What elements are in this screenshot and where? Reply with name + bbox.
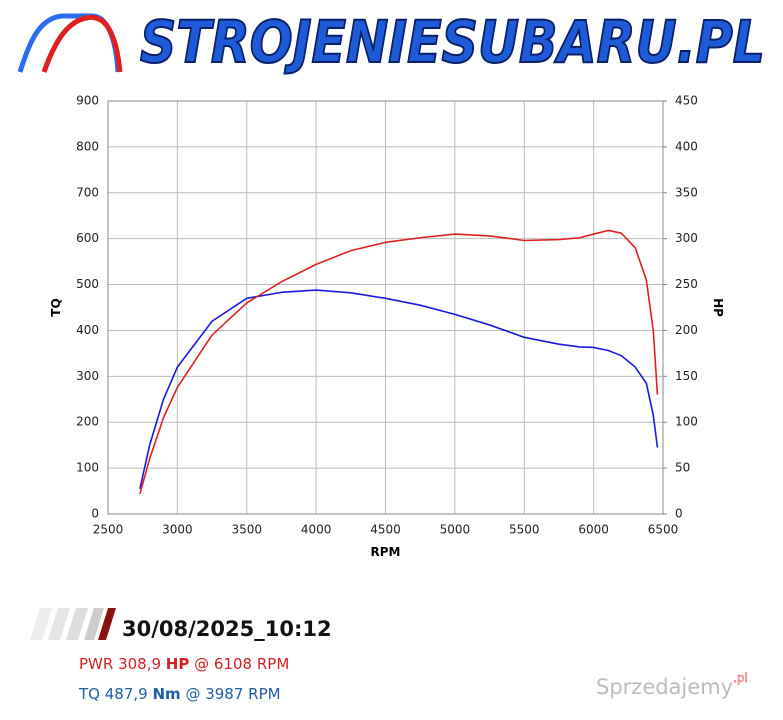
y2-axis-label: HP — [711, 298, 725, 317]
y2-tick-label: 450 — [675, 94, 698, 108]
y-tick-label: 500 — [76, 277, 99, 291]
plot-frame — [107, 100, 664, 515]
watermark-tld: .pl — [733, 671, 748, 685]
x-tick-label: 5500 — [509, 523, 540, 537]
stripe — [30, 608, 52, 640]
pwr-at: @ 6108 RPM — [194, 655, 289, 673]
y2-tick-label: 100 — [675, 415, 698, 429]
watermark: Sprzedajemy.pl — [596, 671, 748, 699]
y-tick-label: 900 — [76, 94, 99, 108]
x-tick-label: 2500 — [93, 523, 124, 537]
x-tick-label: 4000 — [301, 523, 332, 537]
y-tick-label: 400 — [76, 323, 99, 337]
y-tick-label: 700 — [76, 185, 99, 199]
x-axis-label: RPM — [371, 545, 401, 559]
y2-tick-label: 150 — [675, 369, 698, 383]
tq-label: TQ 487,9 — [78, 685, 148, 703]
datetime: 30/08/2025_10:12 — [122, 617, 332, 641]
logo: STROJENIESUBARU.PL — [17, 7, 766, 77]
pwr-line: PWR 308,9 HP @ 6108 RPM — [79, 655, 289, 673]
y2-tick-label: 250 — [675, 277, 698, 291]
tq-at: @ 3987 RPM — [185, 685, 280, 703]
y-tick-label: 800 — [76, 139, 99, 153]
y-axis-label: TQ — [49, 298, 63, 316]
logo-text: STROJENIESUBARU.PL — [140, 8, 765, 76]
x-tick-label: 6500 — [648, 523, 679, 537]
stripe — [48, 608, 70, 640]
x-tick-label: 4500 — [370, 523, 401, 537]
y-tick-label: 200 — [76, 415, 99, 429]
y2-tick-label: 350 — [675, 185, 698, 199]
series-line — [139, 289, 659, 489]
watermark-name: Sprzedajemy — [596, 675, 733, 699]
series-line — [139, 229, 659, 495]
stripe — [84, 608, 104, 640]
tq-unit: Nm — [152, 685, 180, 703]
y-tick-label: 600 — [76, 231, 99, 245]
pwr-unit: HP — [166, 655, 190, 673]
x-tick-label: 3500 — [231, 523, 262, 537]
x-tick-label: 3000 — [162, 523, 193, 537]
pwr-label: PWR 308,9 — [79, 655, 161, 673]
footer: 30/08/2025_10:12 PWR 308,9 HP @ 6108 RPM… — [30, 608, 748, 703]
y2-tick-label: 300 — [675, 231, 698, 245]
y-tick-label: 100 — [76, 461, 99, 475]
x-tick-label: 6000 — [578, 523, 609, 537]
y2-tick-label: 200 — [675, 323, 698, 337]
stripe — [98, 608, 116, 640]
y2-tick-label: 0 — [675, 507, 683, 521]
y-tick-label: 300 — [76, 369, 99, 383]
y2-tick-label: 50 — [675, 461, 690, 475]
y2-tick-label: 400 — [675, 139, 698, 153]
logo-curve — [41, 14, 123, 73]
stripe — [66, 608, 88, 640]
x-tick-label: 5000 — [440, 523, 471, 537]
y-tick-label: 0 — [91, 507, 99, 521]
tq-line: TQ 487,9 Nm @ 3987 RPM — [78, 685, 281, 703]
